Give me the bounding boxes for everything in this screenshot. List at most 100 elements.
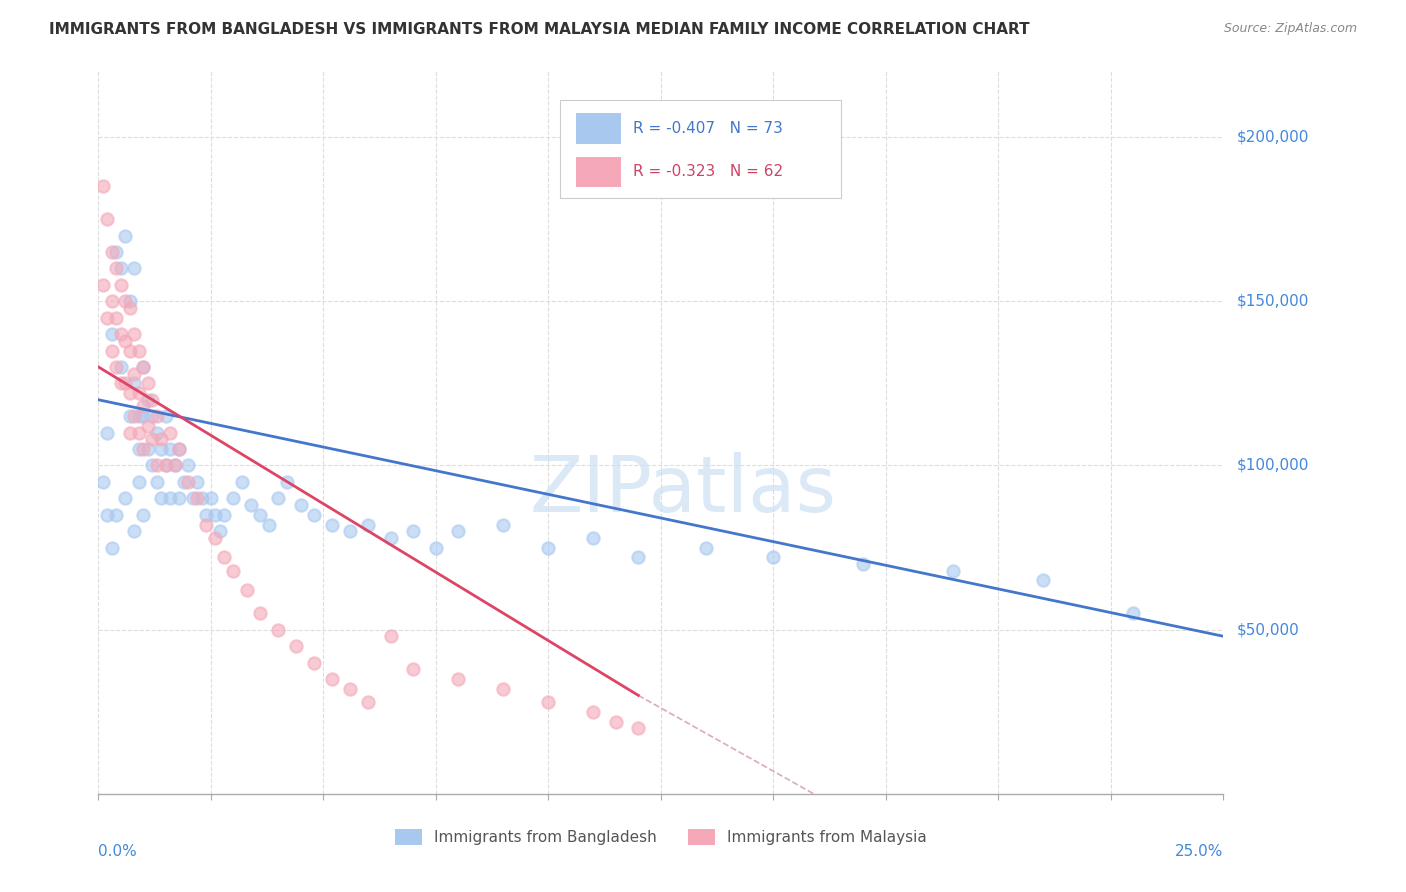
Point <box>114 376 136 391</box>
Point <box>304 656 326 670</box>
Point <box>204 508 226 522</box>
Point <box>447 524 470 538</box>
Point <box>91 475 114 489</box>
Point <box>110 359 132 374</box>
Point <box>146 475 169 489</box>
Point <box>173 475 195 489</box>
Point <box>537 695 560 709</box>
Point <box>110 327 132 342</box>
Point <box>150 442 173 456</box>
Point <box>132 359 155 374</box>
Point <box>146 458 169 473</box>
Point <box>105 508 128 522</box>
Text: 0.0%: 0.0% <box>98 845 138 860</box>
Point <box>402 524 425 538</box>
Point <box>128 343 150 358</box>
Point <box>402 662 425 676</box>
Point <box>339 681 361 696</box>
Point <box>150 491 173 506</box>
Point <box>101 294 124 309</box>
Point <box>105 244 128 259</box>
Point <box>114 294 136 309</box>
Text: $100,000: $100,000 <box>1237 458 1309 473</box>
Text: R = -0.407   N = 73: R = -0.407 N = 73 <box>633 121 783 136</box>
Point <box>231 475 253 489</box>
Point <box>321 517 343 532</box>
Point <box>214 550 236 565</box>
Point <box>114 228 136 243</box>
Point <box>492 681 515 696</box>
Point <box>169 442 191 456</box>
Text: Source: ZipAtlas.com: Source: ZipAtlas.com <box>1223 22 1357 36</box>
Point <box>177 475 200 489</box>
Point <box>132 409 155 424</box>
Point <box>942 564 965 578</box>
Point <box>169 442 191 456</box>
Text: $50,000: $50,000 <box>1237 623 1301 637</box>
Point <box>136 376 159 391</box>
Point <box>114 334 136 348</box>
Point <box>181 491 204 506</box>
Point <box>695 541 717 555</box>
Point <box>304 508 326 522</box>
Point <box>208 524 231 538</box>
Point <box>267 491 290 506</box>
Point <box>1032 574 1054 588</box>
Point <box>285 639 308 653</box>
Point <box>118 386 141 401</box>
Point <box>357 695 380 709</box>
Point <box>132 359 155 374</box>
Point <box>91 277 114 292</box>
Point <box>186 491 208 506</box>
Point <box>105 261 128 276</box>
Point <box>186 475 208 489</box>
Point <box>124 409 146 424</box>
Point <box>425 541 447 555</box>
Bar <box>576 113 621 144</box>
Point <box>159 491 181 506</box>
Text: R = -0.323   N = 62: R = -0.323 N = 62 <box>633 164 783 179</box>
Point <box>163 458 186 473</box>
Point <box>357 517 380 532</box>
Text: $150,000: $150,000 <box>1237 293 1309 309</box>
Point <box>96 508 118 522</box>
Point <box>150 432 173 446</box>
Point <box>141 458 163 473</box>
Point <box>128 409 150 424</box>
Point <box>222 564 245 578</box>
Point <box>101 327 124 342</box>
Text: $200,000: $200,000 <box>1237 129 1309 145</box>
Point <box>380 531 402 545</box>
Point <box>163 458 186 473</box>
Point <box>124 367 146 381</box>
Point <box>249 508 271 522</box>
Point <box>132 508 155 522</box>
Point <box>290 498 312 512</box>
Point <box>124 327 146 342</box>
Point <box>136 442 159 456</box>
Point <box>380 629 402 643</box>
Point <box>155 458 177 473</box>
Point <box>155 409 177 424</box>
Point <box>110 277 132 292</box>
Point <box>110 376 132 391</box>
Point <box>191 491 214 506</box>
Point <box>447 672 470 686</box>
Point <box>1122 607 1144 621</box>
Point <box>605 714 627 729</box>
Point <box>136 419 159 434</box>
Point <box>101 343 124 358</box>
Text: 25.0%: 25.0% <box>1175 845 1223 860</box>
Legend: Immigrants from Bangladesh, Immigrants from Malaysia: Immigrants from Bangladesh, Immigrants f… <box>388 823 934 851</box>
Point <box>627 550 650 565</box>
Point <box>249 607 271 621</box>
Text: ZIPatlas: ZIPatlas <box>530 452 837 528</box>
Point <box>276 475 298 489</box>
Point <box>132 400 155 414</box>
Point <box>118 343 141 358</box>
Point <box>114 491 136 506</box>
Point <box>124 524 146 538</box>
Point <box>128 442 150 456</box>
Point <box>200 491 222 506</box>
Point <box>627 721 650 735</box>
